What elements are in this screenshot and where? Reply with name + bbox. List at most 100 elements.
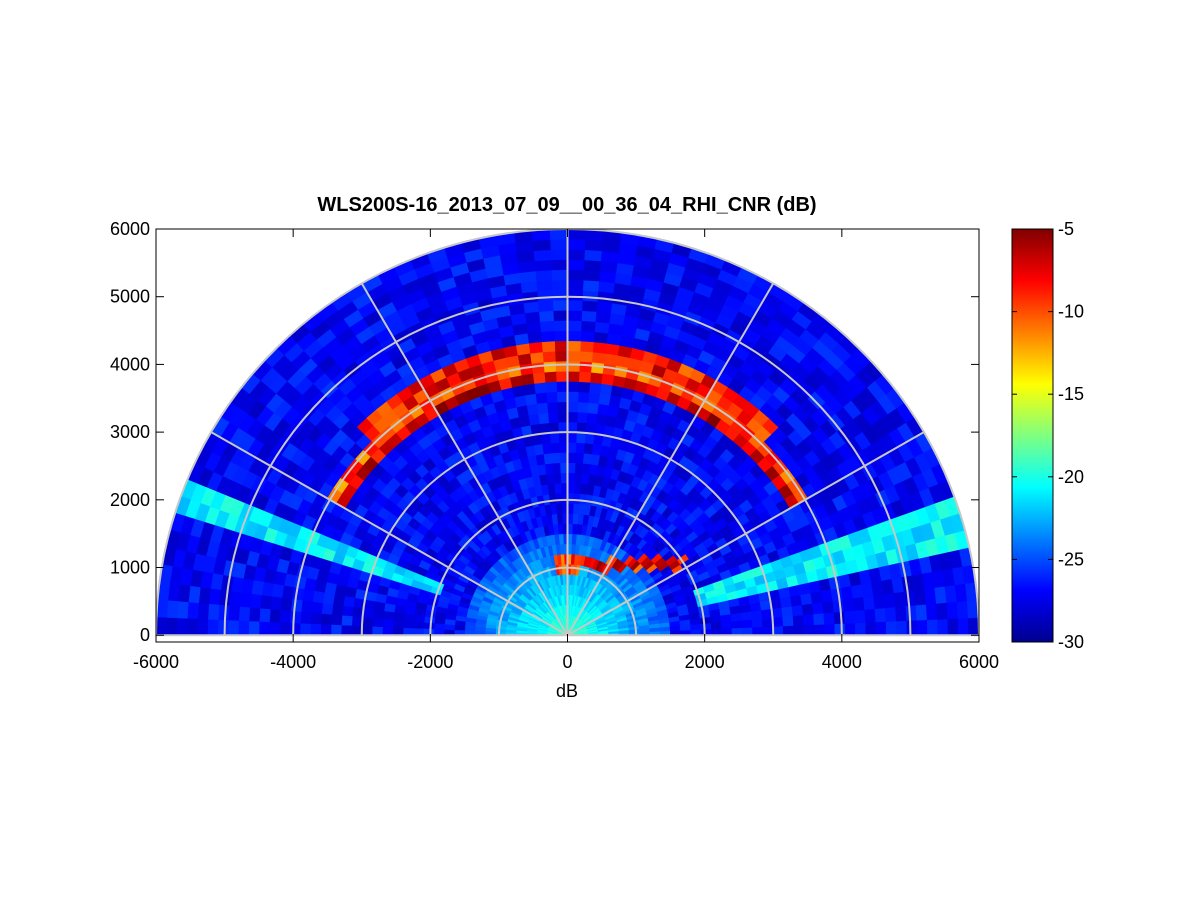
heatmap-cell	[596, 290, 614, 304]
heatmap-cell	[166, 600, 179, 619]
heatmap-cell	[559, 452, 568, 464]
heatmap-cell	[521, 290, 539, 304]
colorbar-frame	[1011, 228, 1054, 643]
heatmap-cell	[834, 622, 846, 636]
heatmap-cell	[843, 610, 856, 624]
heatmap-cell	[392, 627, 404, 636]
heatmap-cell	[412, 621, 425, 630]
heatmap-cell	[582, 279, 600, 292]
heatmap-cell	[844, 622, 856, 636]
heatmap-cell	[528, 341, 543, 354]
heatmap-cell	[552, 299, 568, 311]
heatmap-cell	[567, 421, 578, 433]
heatmap-cell	[793, 624, 805, 636]
colorbar-ticks: -30 -25 -20 -15 -10 -5	[1012, 219, 1084, 652]
heatmap-cell	[289, 622, 301, 636]
heatmap-cell	[351, 616, 363, 627]
heatmap-cell	[320, 613, 333, 626]
heatmap-cell	[555, 370, 568, 382]
heatmap-cell	[526, 331, 542, 344]
heatmap-cell	[741, 618, 753, 629]
heatmap-cell	[946, 601, 959, 620]
heatmap-cell	[310, 601, 324, 615]
heatmap-cell	[761, 617, 774, 628]
heatmap-cell	[522, 301, 540, 314]
heatmap-cell	[926, 618, 939, 636]
heatmap-cell	[248, 621, 260, 636]
angle-spoke	[210, 431, 568, 637]
heatmap-cell	[916, 619, 928, 636]
heatmap-cell	[423, 622, 435, 630]
heatmap-cell	[583, 249, 602, 262]
heatmap-cell	[596, 403, 609, 416]
heatmap-cell	[249, 593, 262, 610]
heatmap-cell	[382, 611, 395, 621]
heatmap-cell	[854, 609, 866, 624]
heatmap-cell	[552, 472, 562, 484]
heatmap-cell	[553, 482, 562, 494]
heatmap-cell	[577, 391, 590, 403]
heatmap-cell	[413, 614, 426, 624]
x-axis-label: dB	[556, 681, 578, 701]
heatmap-cell	[842, 597, 855, 612]
heatmap-cell	[752, 626, 764, 636]
heatmap-cell	[576, 421, 587, 434]
heatmap-cell	[824, 623, 836, 636]
heatmap-cell	[537, 300, 554, 312]
heatmap-cell	[559, 472, 568, 484]
angle-spoke	[567, 431, 925, 637]
heatmap-cell	[567, 259, 585, 271]
heatmap-cell	[186, 602, 199, 620]
colorbar-tick-label: -25	[1058, 549, 1084, 569]
x-tick-label: -2000	[407, 652, 453, 672]
heatmap-cell	[595, 413, 608, 426]
heatmap-cell	[371, 626, 383, 636]
heatmap-cell	[207, 619, 219, 636]
heatmap-cell	[801, 603, 814, 616]
heatmap-cell	[557, 411, 568, 423]
heatmap-cell	[598, 393, 611, 406]
heatmap-cell	[259, 595, 273, 610]
heatmap-cell	[580, 330, 595, 343]
colorbar-tick-label: -15	[1058, 384, 1084, 404]
heatmap-cell	[567, 340, 581, 352]
heatmap-cell	[312, 590, 325, 604]
heatmap-cell	[772, 616, 784, 627]
x-tick-label: 0	[562, 652, 572, 672]
x-axis: -6000 -4000 -2000 0 2000 4000 6000	[133, 229, 999, 672]
heatmap-cell	[581, 310, 597, 322]
heatmap-cell	[567, 248, 585, 261]
heatmap-cell	[578, 360, 593, 373]
heatmap-cell	[957, 617, 970, 636]
heatmap-cell	[583, 259, 602, 272]
heatmap-cell	[883, 592, 896, 609]
heatmap-cell	[573, 482, 582, 494]
angle-spoke	[360, 282, 569, 636]
heatmap-cell	[165, 617, 178, 636]
heatmap-cell	[524, 311, 541, 324]
heatmap-cell	[582, 269, 601, 282]
heatmap-cell	[741, 626, 754, 636]
heatmap-cell	[790, 594, 803, 607]
heatmap-cell	[581, 462, 591, 475]
heatmap-cell	[578, 371, 592, 383]
heatmap-cell	[299, 623, 311, 636]
heatmap-cell	[412, 628, 424, 636]
heatmap-cell	[873, 593, 886, 610]
heatmap-cell	[711, 628, 723, 636]
heatmap-cell	[567, 472, 576, 484]
heatmap-cell	[248, 607, 261, 623]
y-tick-label: 5000	[110, 287, 150, 307]
cnr-heatmap	[156, 229, 979, 636]
y-tick-label: 6000	[110, 219, 150, 239]
heatmap-cell	[392, 619, 404, 629]
heatmap-cell	[588, 381, 602, 394]
heatmap-cell	[536, 289, 554, 302]
heatmap-cell	[577, 381, 591, 393]
heatmap-cell	[567, 330, 582, 342]
heatmap-cell	[551, 289, 568, 301]
heatmap-cell	[537, 412, 550, 425]
heatmap-cell	[567, 360, 580, 372]
heatmap-cell	[525, 321, 541, 334]
heatmap-cell	[905, 604, 918, 621]
